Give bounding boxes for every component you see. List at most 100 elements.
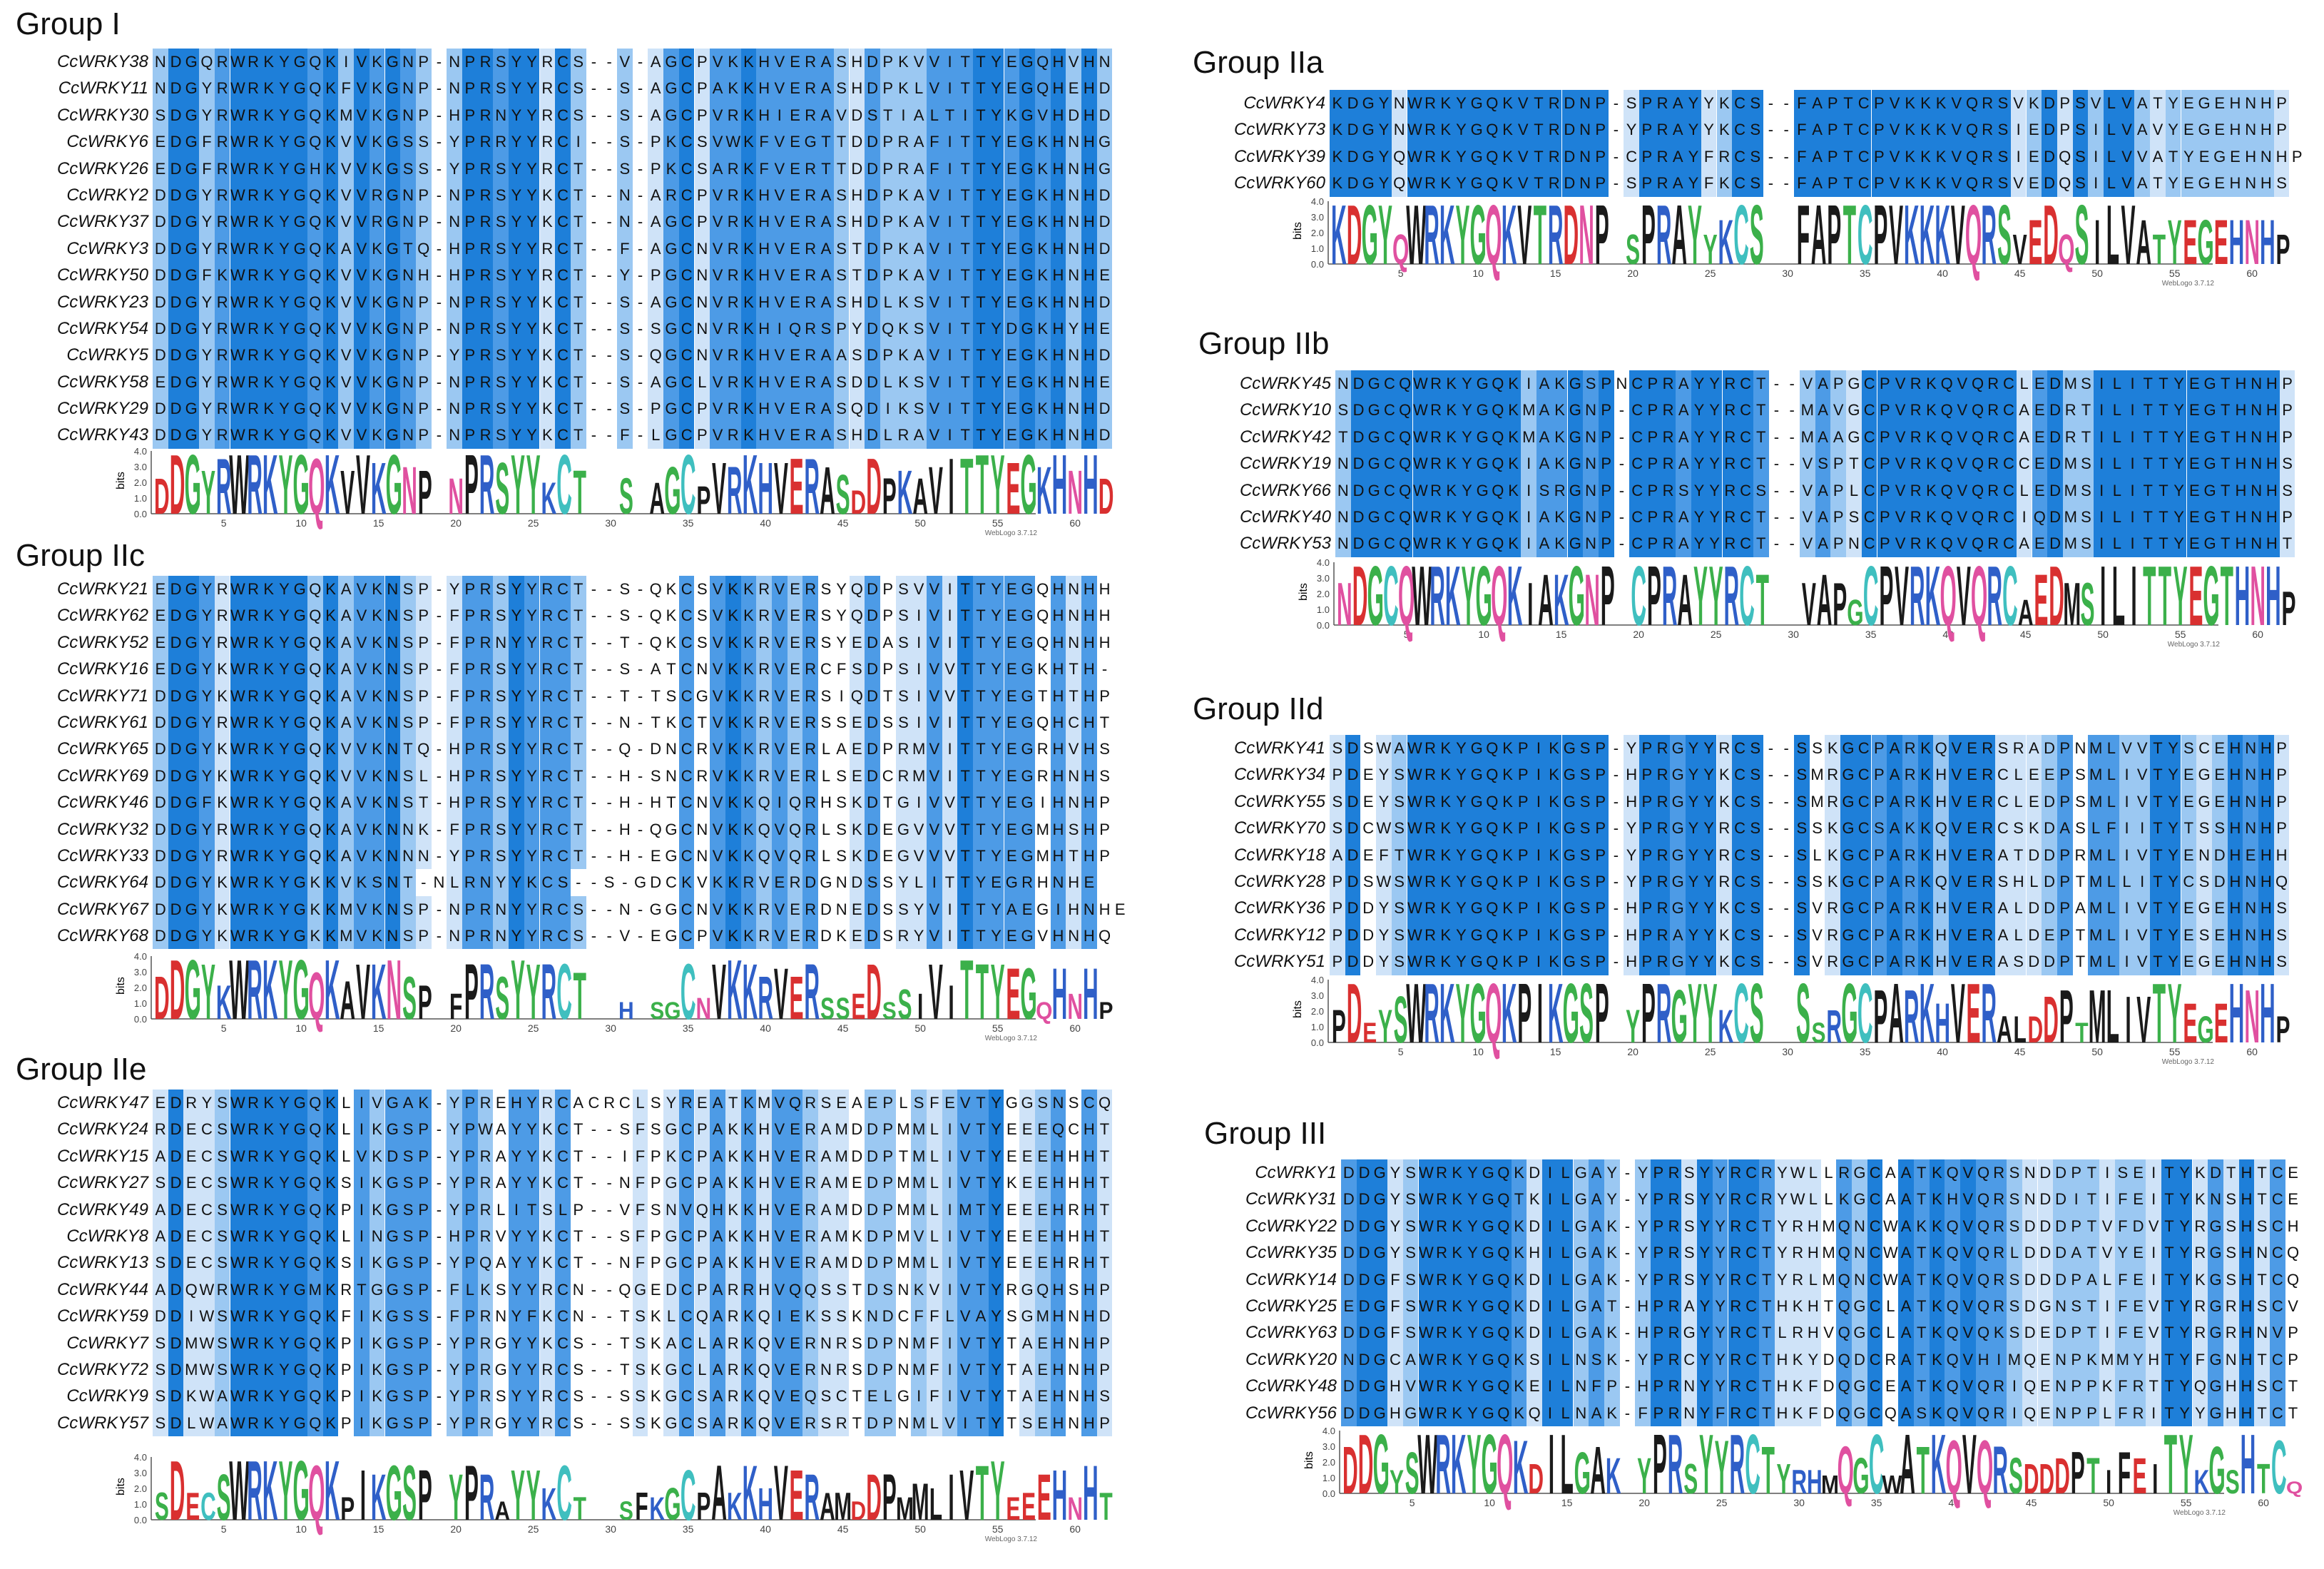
residue-cell: F (447, 656, 462, 683)
residue-cell: E (2181, 788, 2197, 816)
residue-cell: P (2057, 761, 2073, 788)
residue-cell: R (477, 315, 494, 342)
residue-cell: A (1887, 815, 1902, 842)
residue-cell: Y (988, 235, 1004, 263)
residue-cell: Q (1484, 735, 1500, 762)
residue-cell: R (1907, 503, 1924, 531)
residue-cell: H (2287, 1217, 2299, 1235)
residue-cell: Y (276, 602, 292, 629)
residue-cell: N (1335, 503, 1351, 531)
residue-cell: E (1004, 395, 1020, 422)
logo-y-tick: 0.0 (1317, 620, 1330, 631)
residue-cell: L (821, 820, 831, 838)
residue-cell: D (168, 1409, 184, 1437)
residue-cell: R (1654, 921, 1671, 949)
residue-cell: M (2088, 868, 2104, 895)
logo-letter: C (1857, 188, 1873, 283)
sequence-name: CcWRKY35 (1245, 1243, 1337, 1263)
residue-cell: P (1096, 1409, 1113, 1437)
residue-cell: Y (1464, 1266, 1481, 1293)
residue-cell: C (678, 315, 695, 342)
residue-cell: H (2264, 397, 2280, 424)
residue-cell: R (725, 368, 741, 396)
logo-y-tick: 0.0 (134, 1014, 147, 1025)
residue-cell: - (1773, 534, 1780, 553)
logo-letter: Q (1485, 188, 1502, 283)
residue-cell: Y (1701, 815, 1717, 842)
residue-cell: E (1004, 709, 1020, 736)
residue-cell: N (1066, 395, 1081, 422)
residue-cell: R (1716, 735, 1733, 762)
logo-letter: N (387, 943, 402, 1037)
residue-cell: T (973, 1249, 989, 1276)
residue-cell: - (606, 927, 612, 945)
residue-cell: Y (988, 1356, 1004, 1383)
residue-cell: Q (1945, 1319, 1960, 1346)
residue-cell: N (617, 181, 633, 209)
residue-cell: H (2227, 895, 2243, 922)
logo-x-tick: 55 (2169, 1046, 2181, 1057)
residue-cell: L (927, 1142, 942, 1170)
residue-cell: R (1902, 841, 1918, 868)
residue-cell: H (1099, 580, 1111, 598)
residue-cell: K (740, 602, 757, 629)
residue-cell: C (555, 762, 571, 790)
residue-cell: K (725, 1116, 741, 1143)
residue-cell: C (2001, 370, 2017, 397)
residue-cell: C (1629, 503, 1645, 531)
residue-cell: G (663, 395, 679, 422)
residue-cell: A (1815, 397, 1831, 424)
residue-cell: C (1855, 90, 1872, 117)
residue-cell: R (1422, 788, 1438, 816)
residue-cell: R (1654, 170, 1671, 197)
residue-cell: P (462, 422, 478, 449)
residue-cell: E (2227, 143, 2243, 171)
residue-cell: R (756, 682, 772, 709)
residue-cell: K (1437, 815, 1454, 842)
residue-cell: Q (307, 762, 323, 790)
residue-cell: I (2146, 1186, 2162, 1213)
residue-cell: G (292, 1356, 307, 1383)
residue-cell: D (865, 1409, 880, 1437)
residue-cell: Y (2176, 1319, 2193, 1346)
residue-cell: S (1794, 761, 1810, 788)
residue-cell: - (591, 660, 597, 679)
residue-cell: S (911, 395, 927, 422)
residue-cell: R (214, 75, 230, 102)
logo-letter: V (2013, 225, 2027, 273)
residue-cell: F (927, 1303, 942, 1330)
residue-cell: R (1654, 116, 1671, 143)
residue-cell: G (820, 873, 832, 892)
residue-cell: R (214, 395, 230, 422)
residue-cell: K (1499, 170, 1516, 197)
residue-cell: K (322, 1356, 339, 1383)
residue-cell: G (2208, 1239, 2223, 1266)
residue-cell: C (1732, 948, 1748, 975)
residue-cell: R (245, 1276, 261, 1304)
residue-cell: Y (1686, 761, 1701, 788)
residue-cell: I (942, 368, 958, 396)
residue-cell: C (555, 895, 571, 923)
logo-letter: G (1469, 188, 1486, 283)
residue-cell: Q (1496, 1292, 1512, 1320)
group-title: Group I (16, 6, 121, 41)
residue-cell: G (2196, 895, 2212, 922)
residue-cell: F (1376, 841, 1392, 868)
residue-cell: V (772, 1169, 788, 1197)
residue-cell: P (415, 1169, 432, 1197)
residue-cell: K (369, 895, 385, 923)
residue-cell: E (153, 629, 168, 656)
residue-cell: N (493, 895, 509, 923)
residue-cell: - (436, 1280, 442, 1299)
logo-letter: S (402, 1450, 417, 1538)
residue-cell: T (849, 235, 865, 263)
residue-cell: Y (2165, 921, 2181, 949)
residue-cell: R (477, 842, 494, 870)
residue-cell: Q (1397, 423, 1413, 451)
residue-cell: A (1815, 503, 1831, 531)
residue-cell: G (292, 128, 307, 156)
residue-cell: K (369, 75, 385, 102)
residue-cell: A (1676, 397, 1692, 424)
logo-letter: G (292, 437, 309, 532)
residue-cell: I (1542, 1186, 1558, 1213)
